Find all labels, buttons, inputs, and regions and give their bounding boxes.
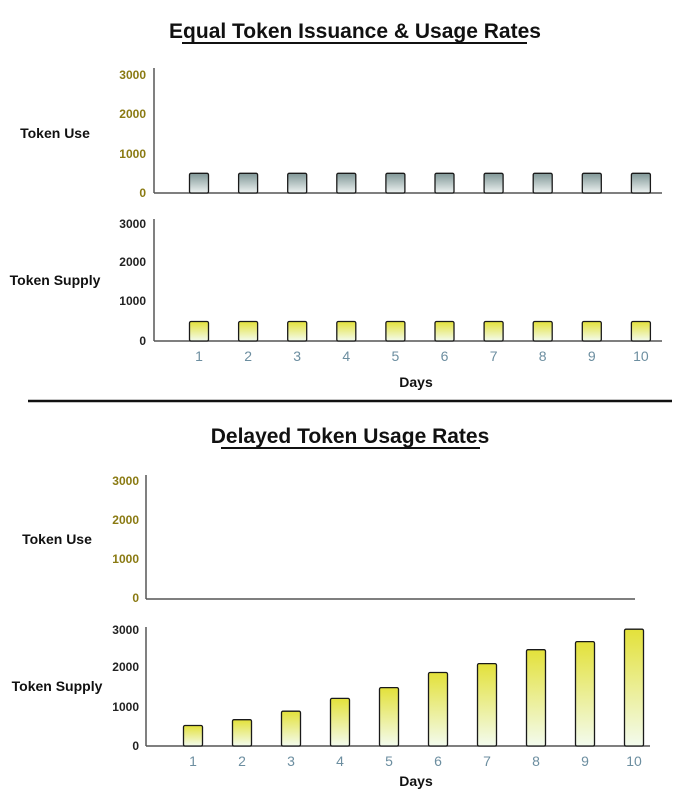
bar-day-1 [182,724,204,747]
chart-2-supply-panel: Token Supply 0 1000 2000 3000 [12,623,650,753]
chart-2-use-label: Token Use [22,531,92,547]
chart-1-use-bars [188,172,652,194]
bar-day-1 [188,172,210,194]
chart-2-supply-ytick: 0 [132,739,139,753]
x-tick-label: 1 [195,348,203,364]
chart-1-use-ytick: 1000 [119,147,146,161]
bar-day-8 [532,320,553,342]
chart-2-supply-ytick: 2000 [112,660,139,674]
x-tick-label: 2 [238,753,246,769]
x-tick-label: 5 [385,753,393,769]
chart-1-supply-panel: Token Supply 0 1000 2000 3000 [10,217,662,348]
chart-2-use-ytick: 1000 [112,552,139,566]
bar-day-6 [434,172,455,194]
bar-day-2 [231,719,253,747]
bar-day-3 [280,710,302,747]
chart-2-use-panel: Token Use 0 1000 2000 3000 [22,474,635,605]
x-tick-label: 1 [189,753,197,769]
bar-day-3 [287,172,308,194]
x-tick-label: 3 [287,753,295,769]
bar-day-9 [574,640,596,747]
bar-day-4 [336,172,357,194]
x-tick-label: 6 [434,753,442,769]
x-tick-label: 2 [244,348,252,364]
x-tick-label: 4 [342,348,350,364]
chart-2-use-ytick: 2000 [112,513,139,527]
chart-1-use-label: Token Use [20,125,90,141]
x-tick-label: 5 [392,348,400,364]
chart-1-use-ytick: 2000 [119,107,146,121]
chart-2-supply-bars [182,628,645,747]
chart-1-supply-ytick: 3000 [119,217,146,231]
bar-day-7 [476,662,498,747]
bar-day-8 [525,649,547,747]
bar-day-5 [385,172,406,194]
bar-day-10 [630,172,652,194]
bar-day-6 [427,671,449,747]
bar-day-6 [434,320,455,342]
x-tick-label: 4 [336,753,344,769]
bar-day-7 [483,172,504,194]
bar-day-4 [336,320,357,342]
chart-2-title: Delayed Token Usage Rates [211,425,490,448]
chart-1-supply-ytick: 1000 [119,294,146,308]
bar-day-10 [630,320,652,342]
x-tick-label: 7 [490,348,498,364]
chart-1-supply-ytick: 0 [139,334,146,348]
bar-day-8 [532,172,553,194]
bar-day-5 [378,686,400,747]
chart-equal-rates: Equal Token Issuance & Usage Rates Token… [10,20,662,390]
x-tick-label: 10 [633,348,649,364]
bar-day-9 [581,172,602,194]
chart-1-title: Equal Token Issuance & Usage Rates [169,20,541,43]
x-tick-label: 3 [293,348,301,364]
chart-1-use-ytick: 0 [139,186,146,200]
chart-2-supply-label: Token Supply [12,678,103,694]
x-tick-label: 7 [483,753,491,769]
x-tick-label: 8 [532,753,540,769]
chart-2-x-label: Days [399,773,433,789]
bar-day-10 [623,628,645,747]
chart-1-supply-label: Token Supply [10,272,101,288]
chart-2-use-ytick: 0 [132,591,139,605]
chart-1-use-panel: Token Use 0 1000 2000 3000 [20,68,662,200]
chart-1-use-ytick: 3000 [119,68,146,82]
bar-day-1 [188,320,210,342]
bar-day-3 [287,320,308,342]
x-tick-label: 8 [539,348,547,364]
chart-2-supply-ytick: 3000 [112,623,139,637]
chart-1-supply-ytick: 2000 [119,255,146,269]
x-tick-label: 9 [588,348,596,364]
chart-2-supply-ytick: 1000 [112,700,139,714]
chart-1-x-label: Days [399,374,433,390]
bar-day-4 [329,697,351,747]
bar-day-2 [237,172,259,194]
bar-day-2 [237,320,259,342]
x-tick-label: 9 [581,753,589,769]
bar-day-7 [483,320,504,342]
chart-1-supply-bars [188,320,652,342]
chart-delayed-rates: Delayed Token Usage Rates Token Use 0 10… [12,425,650,789]
x-tick-label: 6 [441,348,449,364]
chart-2-x-ticks: 1 2 3 4 5 6 7 8 9 10 [189,753,642,769]
chart-2-use-ytick: 3000 [112,474,139,488]
bar-day-5 [385,320,406,342]
x-tick-label: 10 [626,753,642,769]
bar-day-9 [581,320,602,342]
chart-1-x-ticks: 1 2 3 4 5 6 7 8 9 10 [195,348,649,364]
